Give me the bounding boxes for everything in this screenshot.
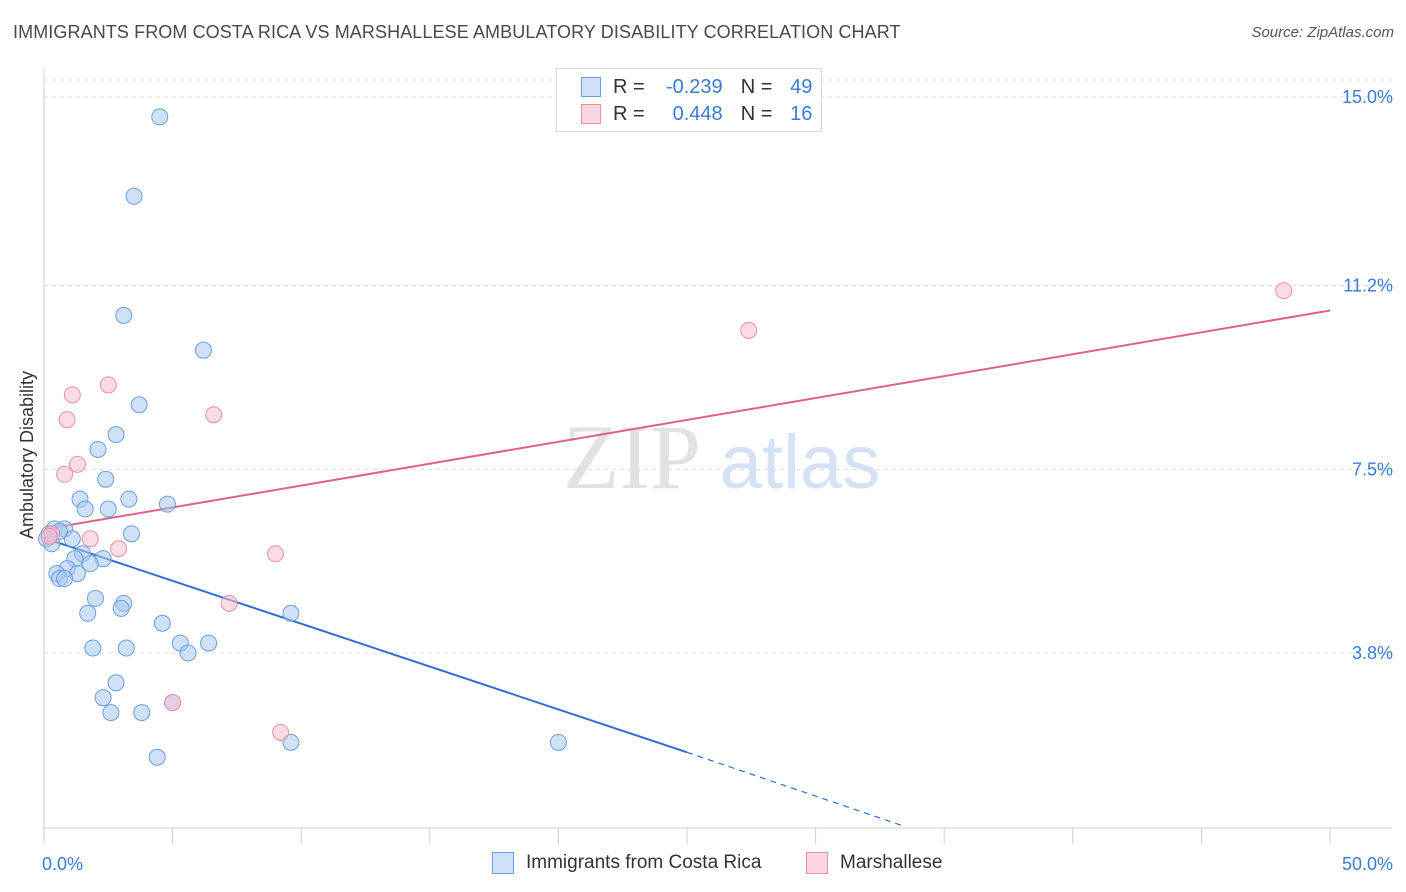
point-costa-rica [63,530,81,548]
point-costa-rica [89,440,107,458]
point-costa-rica [120,490,138,508]
legend-row-costa-rica: R = -0.239 N = 49 [581,74,812,100]
watermark: ZIP atlas [563,406,880,508]
trend-lines [46,309,1331,828]
point-marshallese [68,455,86,473]
point-costa-rica [102,704,120,722]
point-costa-rica [194,341,212,359]
point-marshallese [272,723,290,741]
watermark-atlas: atlas [720,420,881,505]
point-marshallese [220,594,238,612]
legend-r-value: 0.448 [672,102,723,125]
point-costa-rica [117,639,135,657]
point-marshallese [740,321,758,339]
bottom-legend-swatch-blue [492,852,514,874]
data-points [38,108,1293,766]
point-costa-rica [125,187,143,205]
legend-swatch-pink [581,104,601,124]
source-label: Source: ZipAtlas.com [1251,24,1394,41]
point-costa-rica [148,748,166,766]
point-costa-rica [282,733,300,751]
trend-line-0 [46,537,688,754]
point-costa-rica [282,604,300,622]
point-costa-rica [115,306,133,324]
point-marshallese [40,527,58,545]
bottom-legend-label: Immigrants from Costa Rica [526,852,762,873]
point-costa-rica [179,644,197,662]
point-costa-rica [84,639,102,657]
point-marshallese [56,465,74,483]
point-marshallese [110,540,128,558]
legend-r-value: -0.239 [665,75,723,98]
trend-line-extension-0 [686,751,906,828]
bottom-legend-costa-rica: Immigrants from Costa Rica [492,852,761,874]
point-costa-rica [130,396,148,414]
point-costa-rica [107,426,125,444]
y-tick-label: 7.5% [1352,459,1393,479]
point-costa-rica [200,634,218,652]
y-tick-label: 3.8% [1352,643,1393,663]
point-marshallese [164,694,182,712]
point-marshallese [99,376,117,394]
legend-swatch-blue [581,77,601,97]
point-marshallese [205,406,223,424]
tick-labels: 3.8% 7.5% 11.2% 15.0% 0.0% 50.0% [42,87,1393,874]
point-costa-rica [56,570,74,588]
point-marshallese [58,411,76,429]
point-costa-rica [99,500,117,518]
point-costa-rica [112,599,130,617]
point-costa-rica [79,604,97,622]
point-costa-rica [107,674,125,692]
legend-r-label: R = [613,75,645,98]
legend-n-value: 16 [790,102,813,125]
chart-title: IMMIGRANTS FROM COSTA RICA VS MARSHALLES… [13,22,901,42]
correlation-legend: R = -0.239 N = 49 R = 0.448 N = 16 [556,68,822,132]
trend-line-1 [46,309,1331,530]
point-marshallese [63,386,81,404]
point-costa-rica [151,108,169,126]
point-costa-rica [133,704,151,722]
point-marshallese [1275,282,1293,300]
y-axis-title: Ambulatory Disability [17,371,37,539]
legend-n-label: N = [740,102,773,125]
point-costa-rica [153,614,171,632]
point-costa-rica [81,555,99,573]
legend-row-marshallese: R = 0.448 N = 16 [581,101,812,127]
bottom-legend-swatch-pink [806,852,828,874]
legend-r-label: R = [613,102,645,125]
bottom-legend-label: Marshallese [840,852,943,873]
point-costa-rica [549,733,567,751]
x-tick-label: 50.0% [1342,854,1393,874]
point-costa-rica [76,500,94,518]
x-tick-label: 0.0% [42,854,83,874]
point-costa-rica [122,525,140,543]
point-costa-rica [158,495,176,513]
point-costa-rica [86,589,104,607]
y-tick-label: 11.2% [1343,276,1393,296]
point-costa-rica [97,470,115,488]
point-costa-rica [94,689,112,707]
grid [44,79,1392,654]
bottom-legend-marshallese: Marshallese [806,852,942,874]
point-marshallese [266,545,284,563]
axes [43,68,1392,844]
point-marshallese [81,530,99,548]
y-tick-label: 15.0% [1342,87,1393,107]
watermark-zip: ZIP [563,406,701,508]
legend-n-value: 49 [790,75,813,98]
legend-n-label: N = [740,75,773,98]
